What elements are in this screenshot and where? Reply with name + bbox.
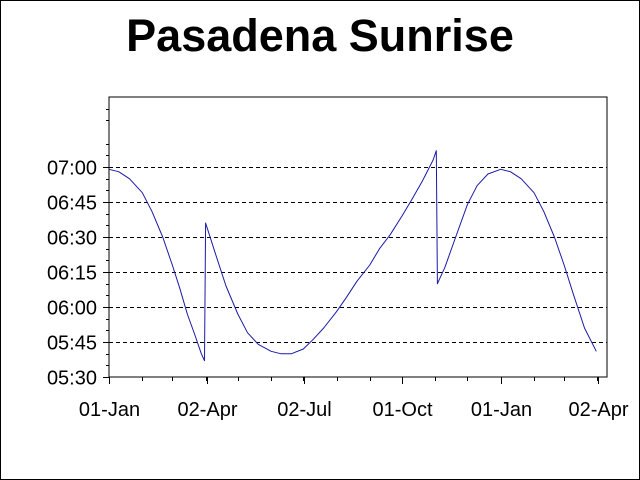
- x-tick-label: 02-Apr: [177, 399, 237, 421]
- x-tick-label: 01-Jan: [471, 399, 532, 421]
- x-tick-label: 02-Apr: [568, 399, 628, 421]
- series-layer: [108, 150, 597, 362]
- chart-title: Pasadena Sunrise: [126, 10, 514, 61]
- x-tick-label: 02-Jul: [277, 399, 331, 421]
- gridlines: [109, 167, 607, 343]
- y-tick-label: 05:30: [47, 368, 97, 390]
- axis-ticks: [103, 109, 599, 384]
- x-tick-label: 01-Jan: [79, 399, 140, 421]
- y-tick-label: 06:00: [47, 298, 97, 320]
- y-tick-label: 06:45: [47, 193, 97, 215]
- x-tick-label: 01-Oct: [372, 399, 432, 421]
- y-tick-label: 07:00: [47, 158, 97, 180]
- y-tick-label: 06:15: [47, 263, 97, 285]
- y-tick-label: 05:45: [47, 333, 97, 355]
- sunrise-series-line: [108, 150, 597, 362]
- tick-labels: 05:30 05:45 06:00 06:15 06:30 06:45 07:00 01-Ja…: [47, 158, 629, 422]
- y-tick-label: 06:30: [47, 228, 97, 250]
